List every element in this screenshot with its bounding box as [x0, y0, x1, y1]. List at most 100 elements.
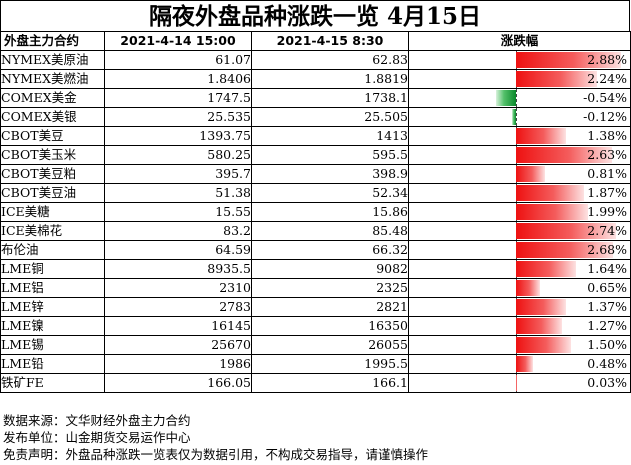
contract-name: LME铅 [0, 354, 105, 374]
change-percent: 2.88% [587, 52, 627, 67]
prev-price: 2783 [104, 297, 252, 317]
contract-name: ICE美棉花 [0, 221, 105, 241]
change-cell: 1.37% [408, 297, 631, 317]
contract-name: CBOT美豆粕 [0, 164, 105, 184]
gain-bar [516, 318, 563, 334]
table-row: 布伦油 64.59 66.32 2.68% [0, 240, 631, 260]
contract-name: NYMEX美原油 [0, 50, 105, 70]
contract-name: CBOT美豆油 [0, 183, 105, 203]
prev-price: 16145 [104, 316, 252, 336]
prev-price: 83.2 [104, 221, 252, 241]
contract-name: LME铜 [0, 259, 105, 279]
change-percent: 1.37% [587, 299, 627, 314]
gain-bar [516, 52, 621, 68]
curr-price: 85.48 [251, 221, 409, 241]
change-cell: 0.81% [408, 164, 631, 184]
zero-axis [516, 108, 517, 126]
gain-bar [516, 71, 598, 87]
change-percent: 0.81% [587, 166, 627, 181]
curr-price: 66.32 [251, 240, 409, 260]
table-row: LME锌 2783 2821 1.37% [0, 297, 631, 317]
curr-price: 26055 [251, 335, 409, 355]
gain-bar [516, 147, 612, 163]
quote-table: 外盘主力合约 2021-4-14 15:00 2021-4-15 8:30 涨跌… [0, 31, 631, 393]
table-row: LME铅 1986 1995.5 0.48% [0, 354, 631, 374]
contract-name: NYMEX美燃油 [0, 69, 105, 89]
curr-price: 1738.1 [251, 88, 409, 108]
curr-price: 1.8819 [251, 69, 409, 89]
header-curr-time: 2021-4-15 8:30 [251, 31, 409, 51]
prev-price: 15.55 [104, 202, 252, 222]
change-cell: 0.03% [408, 373, 631, 393]
table-row: LME铝 2310 2325 0.65% [0, 278, 631, 298]
prev-price: 1.8406 [104, 69, 252, 89]
table-row: NYMEX美燃油 1.8406 1.8819 2.24% [0, 69, 631, 89]
loss-bar [496, 90, 516, 106]
change-percent: -0.54% [583, 90, 627, 105]
contract-name: COMEX美金 [0, 88, 105, 108]
change-percent: 1.38% [587, 128, 627, 143]
change-cell: 1.38% [408, 126, 631, 146]
prev-price: 2310 [104, 278, 252, 298]
change-cell: 1.50% [408, 335, 631, 355]
header-contract: 外盘主力合约 [0, 31, 105, 51]
change-cell: 1.99% [408, 202, 631, 222]
change-cell: 1.87% [408, 183, 631, 203]
table-row: CBOT美豆油 51.38 52.34 1.87% [0, 183, 631, 203]
contract-name: 布伦油 [0, 240, 105, 260]
change-percent: 1.99% [587, 204, 627, 219]
change-percent: 2.24% [587, 71, 627, 86]
header-prev-time: 2021-4-14 15:00 [104, 31, 252, 51]
gain-bar [516, 280, 540, 296]
table-row: LME铜 8935.5 9082 1.64% [0, 259, 631, 279]
change-percent: -0.12% [583, 109, 627, 124]
curr-price: 25.505 [251, 107, 409, 127]
prev-price: 51.38 [104, 183, 252, 203]
curr-price: 2821 [251, 297, 409, 317]
contract-name: LME锡 [0, 335, 105, 355]
change-cell: 0.65% [408, 278, 631, 298]
contract-name: 铁矿FE [0, 373, 105, 393]
table-row: CBOT美豆粕 395.7 398.9 0.81% [0, 164, 631, 184]
gain-bar [516, 166, 546, 182]
change-percent: 2.68% [587, 242, 627, 257]
gain-bar [516, 356, 534, 372]
contract-name: CBOT美玉米 [0, 145, 105, 165]
prev-price: 25670 [104, 335, 252, 355]
change-percent: 1.50% [587, 337, 627, 352]
table-row: CBOT美玉米 580.25 595.5 2.63% [0, 145, 631, 165]
curr-price: 16350 [251, 316, 409, 336]
curr-price: 595.5 [251, 145, 409, 165]
change-cell: 2.74% [408, 221, 631, 241]
table-row: LME锡 25670 26055 1.50% [0, 335, 631, 355]
loss-bar [511, 109, 516, 125]
table-row: 铁矿FE 166.05 166.1 0.03% [0, 373, 631, 393]
change-cell: 2.88% [408, 50, 631, 70]
zero-axis [516, 89, 517, 107]
table-row: NYMEX美原油 61.07 62.83 2.88% [0, 50, 631, 70]
prev-price: 8935.5 [104, 259, 252, 279]
contract-name: COMEX美银 [0, 107, 105, 127]
change-percent: 2.74% [587, 223, 627, 238]
gain-bar [516, 204, 589, 220]
gain-bar [516, 128, 567, 144]
prev-price: 580.25 [104, 145, 252, 165]
change-cell: -0.12% [408, 107, 631, 127]
gain-bar [516, 375, 518, 391]
sheet-title: 隔夜外盘品种涨跌一览 4月15日 [0, 0, 630, 32]
prev-price: 1747.5 [104, 88, 252, 108]
table-row: COMEX美金 1747.5 1738.1 -0.54% [0, 88, 631, 108]
contract-name: LME铝 [0, 278, 105, 298]
table-row: CBOT美豆 1393.75 1413 1.38% [0, 126, 631, 146]
change-percent: 0.03% [587, 375, 627, 390]
contract-name: ICE美糖 [0, 202, 105, 222]
prev-price: 166.05 [104, 373, 252, 393]
change-percent: 1.27% [587, 318, 627, 333]
note-disclaimer: 免责声明：外盘品种涨跌一览表仅为数据引用，不构成交易指导，请谨慎操作 [3, 447, 429, 462]
curr-price: 52.34 [251, 183, 409, 203]
gain-bar [516, 261, 576, 277]
gain-bar [516, 242, 614, 258]
change-cell: 2.63% [408, 145, 631, 165]
contract-name: LME锌 [0, 297, 105, 317]
